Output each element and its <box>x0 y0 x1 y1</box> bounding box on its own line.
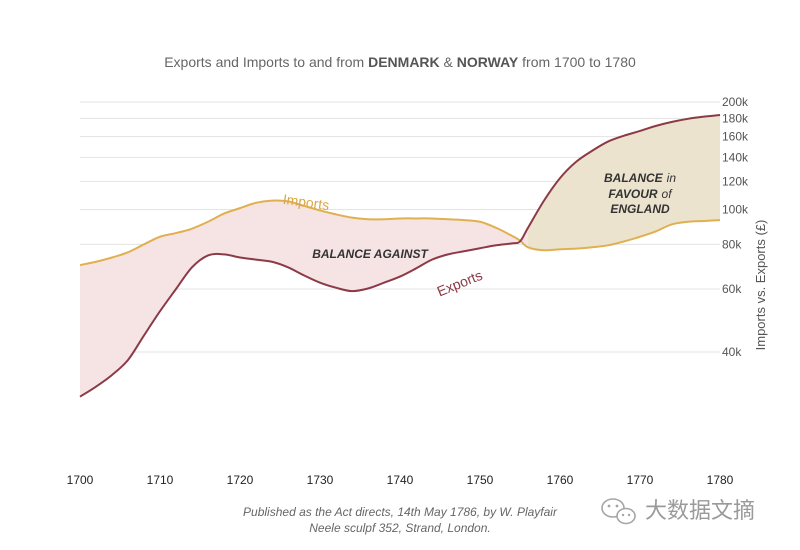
x-tick-label-1700: 1700 <box>67 473 94 487</box>
balance-word: BALANCE <box>604 171 664 185</box>
chart-title: Exports and Imports to and from DENMARK … <box>164 54 636 70</box>
england-label: ENGLAND <box>610 202 670 216</box>
balance-in-label: BALANCE in <box>604 171 676 185</box>
x-tick-label-1770: 1770 <box>627 473 654 487</box>
watermark-text: 大数据文摘 <box>645 498 755 523</box>
x-tick-label-1750: 1750 <box>467 473 494 487</box>
favour-word: FAVOUR <box>608 187 657 201</box>
balance-favour-area <box>528 114 720 251</box>
title-prefix: Exports and Imports to and from <box>164 54 368 70</box>
x-tick-label-1740: 1740 <box>387 473 414 487</box>
y-tick-label-200k: 200k <box>722 95 749 109</box>
x-tick-label-1780: 1780 <box>707 473 734 487</box>
title-country-2: NORWAY <box>457 54 519 70</box>
x-axis-ticks: 1700 1710 1720 1730 1740 1750 1760 1770 1780 <box>67 473 734 487</box>
footer-line-2: Neele sculpf 352, Strand, London. <box>309 521 490 535</box>
exports-line <box>79 113 721 398</box>
y-axis-ticks: 40k 60k 80k 100k 120k 140k 160k 180k 200k <box>722 95 749 359</box>
series-lines <box>79 113 721 398</box>
balance-fills <box>80 114 720 397</box>
title-suffix: from 1700 to 1780 <box>518 54 636 70</box>
y-tick-label-140k: 140k <box>722 150 749 164</box>
y-tick-label-80k: 80k <box>722 237 742 251</box>
y-tick-label-180k: 180k <box>722 111 749 125</box>
title-ampersand: & <box>440 54 457 70</box>
favour-of-label: FAVOUR of <box>608 187 673 201</box>
y-tick-label-160k: 160k <box>722 130 749 144</box>
x-tick-label-1720: 1720 <box>227 473 254 487</box>
exports-series-label: Exports <box>435 267 485 300</box>
balance-against-label: BALANCE AGAINST <box>312 247 429 261</box>
y-tick-label-100k: 100k <box>722 203 749 217</box>
wechat-icon <box>601 498 636 525</box>
y-tick-label-120k: 120k <box>722 174 749 188</box>
balance-against-area <box>80 200 528 397</box>
y-tick-label-40k: 40k <box>722 345 742 359</box>
x-tick-label-1760: 1760 <box>547 473 574 487</box>
x-tick-label-1730: 1730 <box>307 473 334 487</box>
x-tick-label-1710: 1710 <box>147 473 174 487</box>
y-axis-label: Imports vs. Exports (£) <box>753 220 768 351</box>
in-word: in <box>667 171 677 185</box>
imports-line <box>79 199 721 267</box>
footer-line-1: Published as the Act directs, 14th May 1… <box>243 505 558 519</box>
title-country-1: DENMARK <box>368 54 440 70</box>
of-word: of <box>662 187 674 201</box>
imports-series-label: Imports <box>282 191 330 213</box>
y-tick-label-60k: 60k <box>722 282 742 296</box>
